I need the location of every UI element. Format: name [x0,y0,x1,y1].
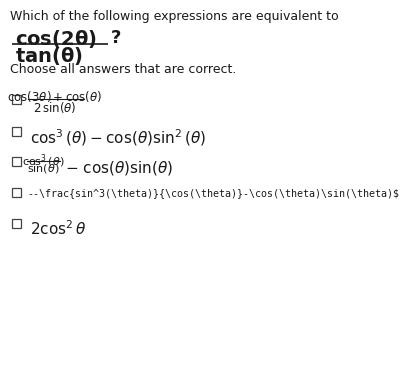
Text: $\cos^3(\theta)$: $\cos^3(\theta)$ [22,152,64,170]
Text: Choose all answers that are correct.: Choose all answers that are correct. [10,63,236,76]
Bar [12,188,21,197]
Text: $2\,\sin(\theta)$: $2\,\sin(\theta)$ [33,100,77,115]
Text: $\bf{tan}(\theta)$: $\bf{tan}(\theta)$ [15,45,83,67]
Text: $\bf{cos}(2\theta)$: $\bf{cos}(2\theta)$ [15,28,97,50]
Bar [12,157,21,165]
Text: $\cos(3\theta)+\cos(\theta)$: $\cos(3\theta)+\cos(\theta)$ [8,89,102,104]
Text: $-\ \cos(\theta)\sin(\theta)$: $-\ \cos(\theta)\sin(\theta)$ [65,159,173,177]
Bar [12,95,21,104]
Text: $\sin(\theta)$: $\sin(\theta)$ [27,162,59,175]
Bar [12,219,21,227]
Text: Which of the following expressions are equivalent to: Which of the following expressions are e… [10,10,339,23]
Text: $2\cos^2\theta$: $2\cos^2\theta$ [30,219,86,238]
Text: $\cos^3(\theta) - \cos(\theta)\sin^2(\theta)$: $\cos^3(\theta) - \cos(\theta)\sin^2(\th… [30,127,206,148]
Text: --\frac{sin^3(\theta)}{\cos(\theta)}-\cos(\theta)\sin(\theta)$: --\frac{sin^3(\theta)}{\cos(\theta)}-\co… [27,188,399,198]
Text: ?: ? [111,29,121,47]
Bar [12,127,21,135]
